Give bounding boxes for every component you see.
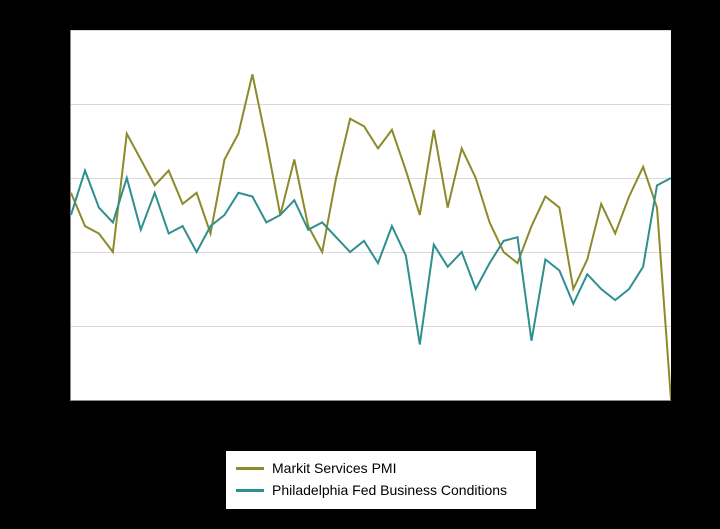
legend-label-philly: Philadelphia Fed Business Conditions	[272, 482, 507, 498]
series-line-1	[71, 171, 671, 345]
legend-swatch-markit	[236, 467, 264, 470]
chart-plot-area	[70, 30, 671, 401]
legend: Markit Services PMI Philadelphia Fed Bus…	[225, 450, 537, 510]
legend-item-markit: Markit Services PMI	[236, 457, 526, 479]
series-line-0	[71, 74, 671, 400]
legend-swatch-philly	[236, 489, 264, 492]
chart-lines-layer	[71, 30, 671, 400]
legend-item-philly: Philadelphia Fed Business Conditions	[236, 479, 526, 501]
legend-label-markit: Markit Services PMI	[272, 460, 396, 476]
